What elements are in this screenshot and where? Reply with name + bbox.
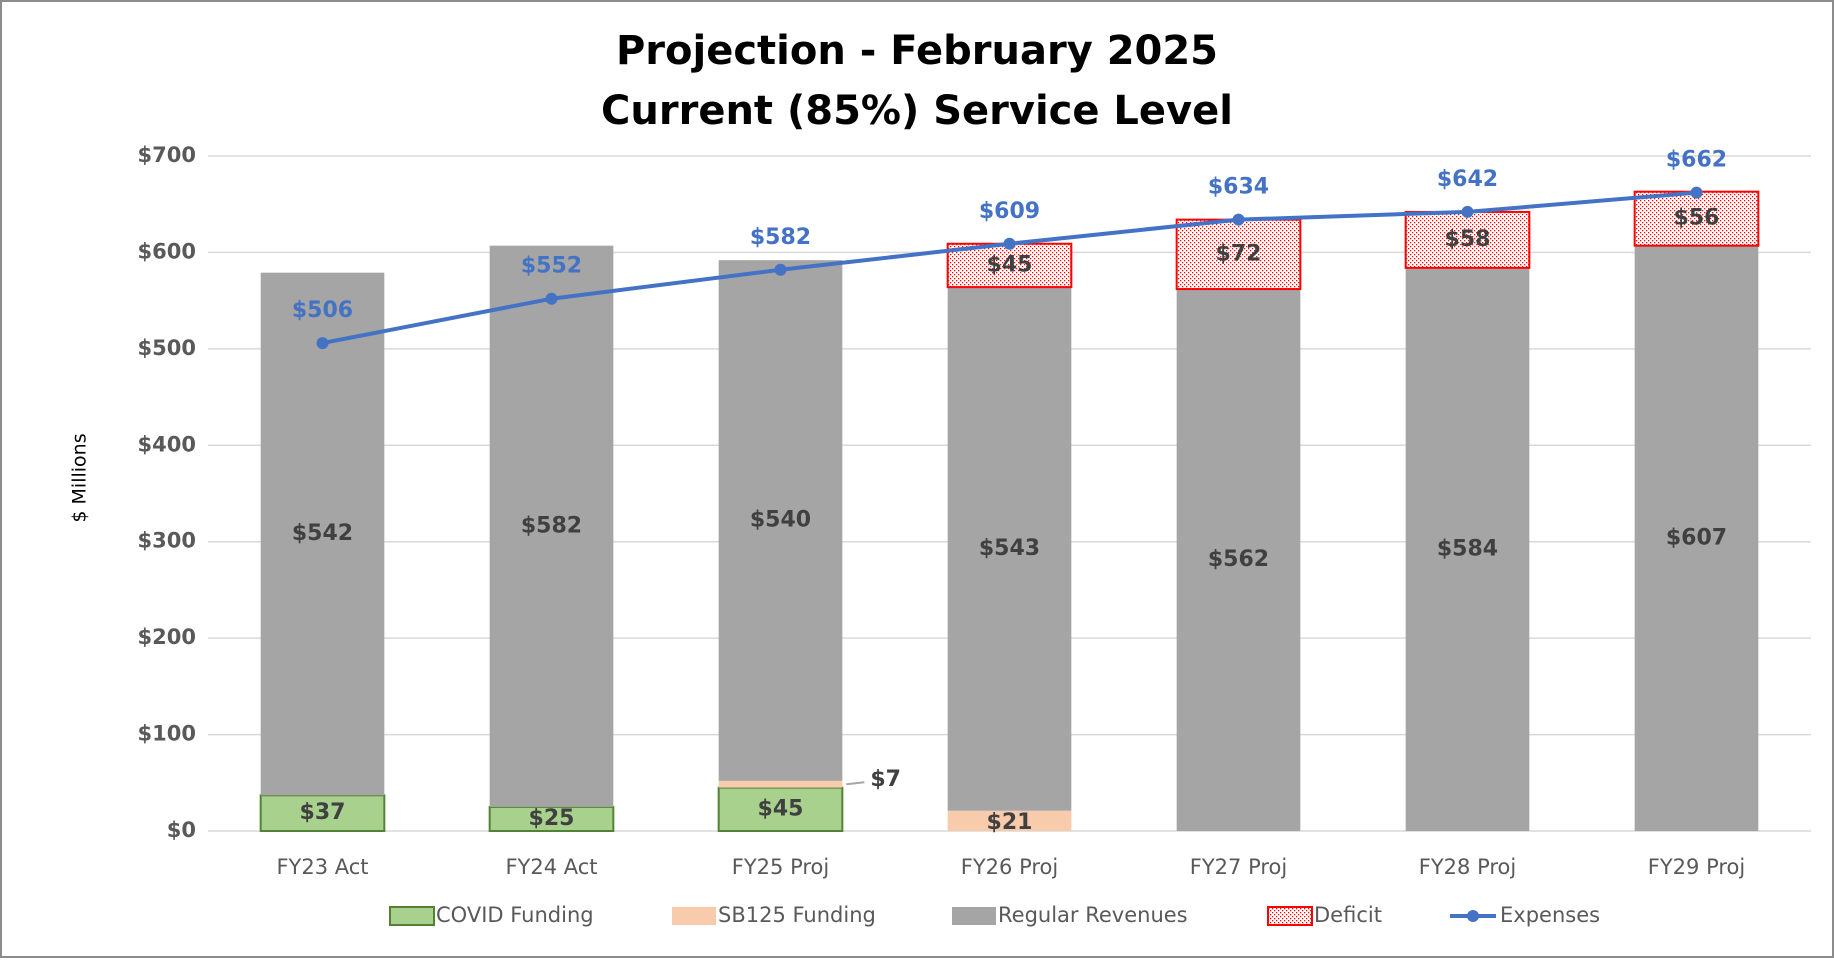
x-tick-label: FY23 Act <box>276 855 368 879</box>
data-label: $56 <box>1674 206 1720 231</box>
data-label: $506 <box>292 298 353 323</box>
legend-swatch <box>952 907 996 925</box>
y-tick-label: $300 <box>138 529 196 553</box>
data-label: $582 <box>750 225 811 250</box>
line-point <box>1461 205 1474 218</box>
bar-segment <box>718 780 843 788</box>
legend-label: SB125 Funding <box>718 903 876 927</box>
y-tick-label: $100 <box>138 722 196 746</box>
x-tick-label: FY28 Proj <box>1419 855 1516 879</box>
bar-segment <box>946 242 1073 289</box>
line-point <box>545 292 558 305</box>
leader-line <box>846 781 865 786</box>
data-label: $662 <box>1666 148 1727 173</box>
legend-label: Deficit <box>1314 903 1382 927</box>
data-label: $634 <box>1208 175 1269 200</box>
x-tick-label: FY29 Proj <box>1648 855 1745 879</box>
x-tick-label: FY26 Proj <box>961 855 1058 879</box>
bar-segment <box>489 245 614 807</box>
legend-label: COVID Funding <box>436 903 594 927</box>
data-label: $72 <box>1216 241 1262 266</box>
bar-segment <box>488 805 615 833</box>
y-tick-label: $700 <box>138 143 196 167</box>
data-label: $37 <box>300 800 346 825</box>
bar-segment <box>717 786 844 832</box>
x-tick-label: FY25 Proj <box>732 855 829 879</box>
data-label: $609 <box>979 199 1040 224</box>
line-point <box>316 337 329 350</box>
y-tick-label: $400 <box>138 432 196 456</box>
legend-swatch <box>389 906 435 926</box>
data-label: $562 <box>1208 547 1269 572</box>
y-tick-label: $0 <box>167 818 196 842</box>
line-point <box>1232 213 1245 226</box>
data-label: $584 <box>1437 536 1498 561</box>
legend-swatch <box>672 907 716 925</box>
data-label: $25 <box>529 806 575 831</box>
data-label: $21 <box>987 810 1033 835</box>
chart-title: Projection - February 2025 <box>616 28 1218 74</box>
line-point <box>1690 186 1703 199</box>
x-tick-label: FY27 Proj <box>1190 855 1287 879</box>
legend-swatch <box>1467 910 1479 922</box>
bar-segment <box>1405 267 1530 831</box>
line-point <box>1003 237 1016 250</box>
bar-segment <box>1175 218 1302 291</box>
y-tick-label: $200 <box>138 625 196 649</box>
bar-segment <box>718 260 843 781</box>
data-label: $45 <box>758 796 804 821</box>
data-label: $540 <box>750 508 811 533</box>
line-point <box>774 263 787 276</box>
data-label: $552 <box>521 254 582 279</box>
data-label: $582 <box>521 513 582 538</box>
y-tick-label: $600 <box>138 239 196 263</box>
bar-segment <box>259 794 386 832</box>
data-label: $642 <box>1437 167 1498 192</box>
data-label: $543 <box>979 536 1040 561</box>
data-label: $542 <box>292 521 353 546</box>
bar-segment <box>1634 245 1759 831</box>
bar-segment <box>1176 289 1301 832</box>
data-label: $7 <box>870 767 901 792</box>
y-tick-label: $500 <box>138 336 196 360</box>
bar-segment <box>947 287 1072 811</box>
data-label: $607 <box>1666 525 1727 550</box>
bar-segment <box>947 810 1072 831</box>
legend-swatch <box>1267 906 1313 926</box>
chart-subtitle: Current (85%) Service Level <box>601 88 1233 134</box>
x-tick-label: FY24 Act <box>505 855 597 879</box>
bar-segment <box>260 272 385 796</box>
data-label: $58 <box>1445 227 1491 252</box>
y-axis-label: $ Millions <box>69 433 91 522</box>
legend-label: Regular Revenues <box>998 903 1188 927</box>
data-label: $45 <box>987 252 1033 277</box>
legend-label: Expenses <box>1500 903 1600 927</box>
